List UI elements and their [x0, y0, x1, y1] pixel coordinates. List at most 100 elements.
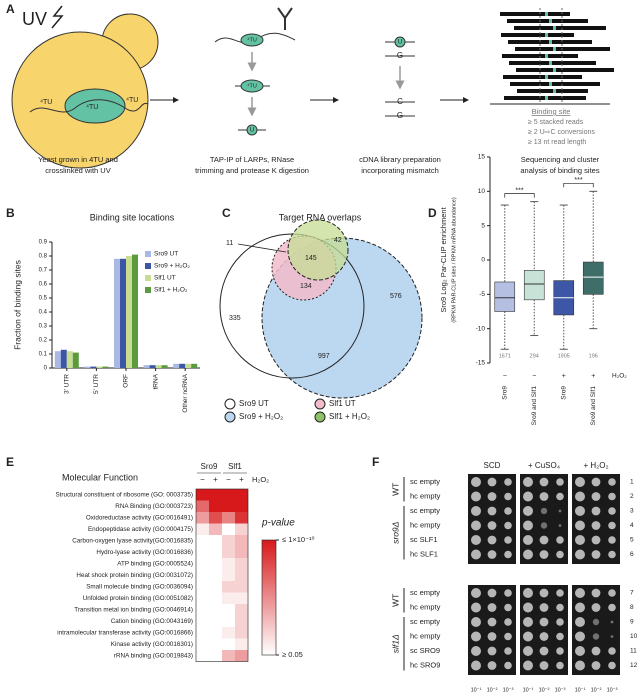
box — [582, 261, 604, 295]
plate — [468, 474, 516, 564]
heatmap-cell — [209, 558, 222, 570]
colony-spot — [556, 632, 564, 641]
strain-label: hc empty — [410, 602, 441, 611]
dilution-label: 10⁻¹ — [471, 687, 482, 693]
colony-spot — [487, 550, 497, 559]
base: U — [398, 40, 402, 46]
colorbar — [261, 539, 277, 656]
colorbar-tick-label: ≤ 1×10⁻¹⁰ — [282, 535, 315, 544]
colony-spot — [487, 521, 497, 530]
panel-label: A — [6, 2, 15, 16]
y-tick-label: 0.1 — [39, 352, 48, 358]
x-tick-label: Sro9 and Slf1 — [531, 386, 538, 426]
colony-spot — [523, 617, 533, 627]
y-axis-label: Fraction of binding sites — [12, 260, 22, 350]
colorbar-tick-label: ≥ 0.05 — [282, 650, 303, 659]
read — [517, 89, 588, 93]
colony-spot — [471, 520, 481, 531]
heatmap-cell — [235, 546, 248, 558]
colony-spot — [523, 549, 533, 560]
column-group: Slf1 — [228, 462, 242, 471]
conversion — [553, 47, 556, 51]
y-tick-label: 0 — [481, 257, 485, 264]
legend-label: Sro9 + H₂O₂ — [239, 412, 283, 421]
dilution-label: 10⁻² — [539, 687, 550, 693]
count-label: 196 — [589, 353, 598, 359]
y-tick-label: 0.7 — [39, 268, 48, 274]
colony-spot — [539, 492, 549, 501]
legend-label: Slf1 + H₂O₂ — [154, 287, 188, 294]
x-tick-label: 3' UTR — [64, 374, 71, 394]
heatmap-cell — [222, 535, 235, 547]
colony-spot — [540, 522, 548, 529]
y-tick-label: -15 — [476, 360, 486, 367]
uv-label: UV — [22, 9, 47, 29]
colony-spot — [539, 588, 549, 598]
row-label: Endopeptidase activity (GO:0004175) — [88, 526, 193, 533]
nucleotide — [394, 36, 406, 48]
heatmap-cell — [209, 569, 222, 581]
legend-swatch — [145, 251, 151, 257]
row-label: ATP binding (GO:0005524) — [117, 560, 193, 567]
read — [514, 26, 606, 30]
conversion — [545, 75, 548, 79]
colony-spot — [523, 535, 533, 545]
criterion: ≥ 2 U⇨C conversions — [528, 129, 595, 136]
heatmap-cell — [209, 581, 222, 593]
bar — [149, 365, 156, 368]
strain-label: hc SLF1 — [410, 549, 438, 558]
group-label: WT — [390, 594, 400, 607]
heatmap-cell — [209, 615, 222, 627]
base: G — [397, 51, 403, 60]
tu-label: ⁴TU — [247, 82, 257, 89]
bar — [96, 366, 103, 368]
conversion — [545, 33, 548, 37]
colony-spot — [523, 520, 533, 531]
y-axis-label: Sro9 Log₂ Par-CLIP enrichment — [439, 206, 448, 312]
colony-spot — [556, 618, 564, 626]
heatmap-cell — [235, 569, 248, 581]
dilution-label: 10⁻² — [487, 687, 498, 693]
y-tick-label: 5 — [481, 222, 485, 229]
colony-spot — [471, 491, 481, 502]
colony-spot — [504, 550, 512, 559]
colony-spot — [608, 478, 616, 486]
colony-spot — [591, 535, 601, 545]
colony-spot — [591, 506, 601, 516]
bar — [114, 258, 120, 368]
colony-spot — [608, 492, 616, 501]
heatmap-cell — [235, 535, 248, 547]
chart-title: Binding site locations — [90, 212, 175, 222]
read — [501, 33, 574, 37]
strain-label: sc empty — [410, 477, 440, 486]
colony-spot — [556, 536, 564, 544]
treatment-sign: − — [503, 373, 507, 380]
heatmap-cell — [222, 592, 235, 604]
heatmap-cell — [235, 592, 248, 604]
colony-spot — [471, 602, 481, 613]
conversion — [545, 54, 548, 58]
heatmap-cell — [209, 512, 222, 524]
heatmap-cell — [235, 638, 248, 650]
heatmap-cell — [209, 489, 222, 501]
colony-spot — [556, 492, 564, 501]
row-label: intramolecular transferase activity (GO:… — [57, 629, 193, 636]
colony-spot — [523, 588, 533, 598]
bar — [179, 363, 186, 368]
legend-swatch — [314, 411, 326, 423]
legend-swatch — [224, 411, 236, 423]
conversion — [549, 82, 552, 86]
colony-spot — [575, 506, 585, 516]
colony-spot — [592, 633, 600, 640]
bar — [84, 366, 91, 368]
panel-f: F SCD + CuSO₄ + H₂O₂ sc empty 1 hc empty 2 WT sc… — [372, 455, 638, 693]
heatmap-cell — [209, 500, 222, 512]
colony-spot — [575, 646, 585, 656]
row-label: Transition metal ion binding (GO:0046914… — [74, 606, 193, 613]
colony-spot — [556, 661, 564, 670]
colony-spot — [575, 660, 585, 671]
significance-label: *** — [515, 187, 523, 194]
colorbar-label: p-value — [261, 518, 295, 529]
y-tick-label: 0.8 — [39, 254, 48, 260]
base: G — [397, 111, 403, 120]
